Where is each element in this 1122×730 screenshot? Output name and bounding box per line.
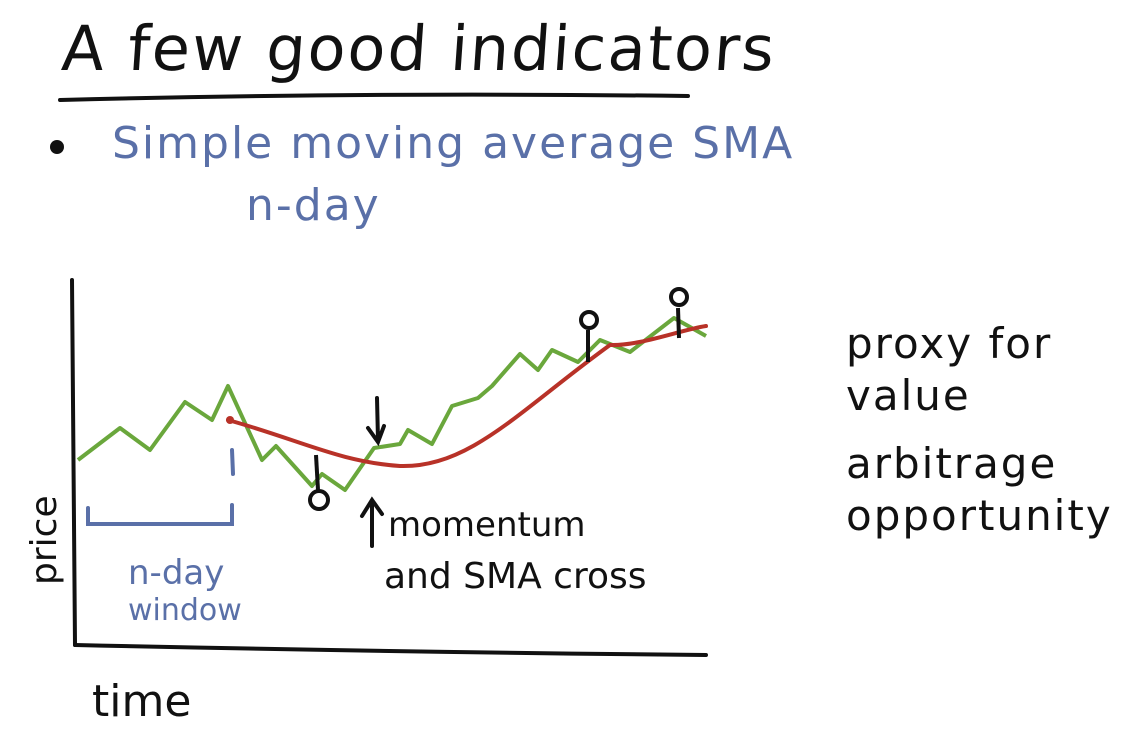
bullet-point xyxy=(50,140,64,154)
note-line-4: opportunity xyxy=(846,491,1113,540)
sma-start-point xyxy=(226,416,234,424)
window-label-1: n-day xyxy=(128,553,224,593)
cross-label-2: and SMA cross xyxy=(384,556,647,597)
bullet-heading: Simple moving average SMA xyxy=(112,118,795,169)
y-axis xyxy=(70,278,77,647)
low-marker-circle xyxy=(308,489,330,511)
note-line-3: arbitrage xyxy=(846,439,1058,488)
down-arrow-icon xyxy=(366,396,386,447)
bullet-subheading: n-day xyxy=(246,180,381,231)
note-line-2: value xyxy=(846,371,971,420)
up-arrow-icon xyxy=(360,496,384,548)
price-line xyxy=(76,316,707,492)
cross-label-1: momentum xyxy=(388,505,586,545)
y-axis-label: price xyxy=(24,495,65,585)
low-marker-stem xyxy=(314,454,320,491)
window-label-2: window xyxy=(128,593,242,628)
window-bracket xyxy=(86,503,234,526)
window-tick xyxy=(230,448,235,476)
peak-marker-2-circle xyxy=(669,287,689,307)
x-axis-label: time xyxy=(92,676,191,727)
peak-marker-1-circle xyxy=(579,310,599,330)
notes-panel: proxy for value arbitrage opportunity xyxy=(846,318,1113,542)
sma-line xyxy=(226,324,708,469)
note-line-1: proxy for xyxy=(846,319,1053,368)
peak-marker-2-stem xyxy=(676,307,681,339)
x-axis xyxy=(73,643,708,657)
title-underline-stroke xyxy=(58,92,690,102)
